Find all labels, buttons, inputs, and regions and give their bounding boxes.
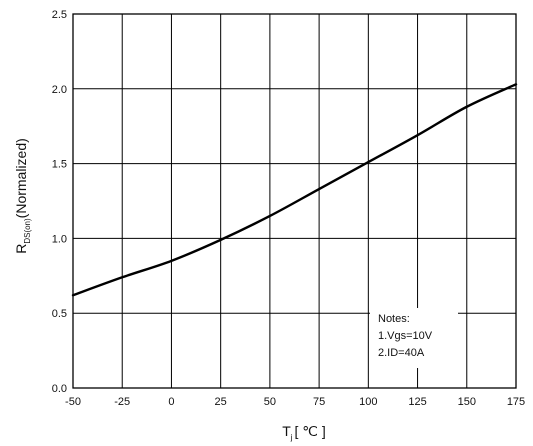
x-tick-label: -50	[65, 396, 81, 408]
note-vgs: 1.Vgs=10V	[378, 330, 433, 342]
x-tick-label: 125	[408, 396, 426, 408]
x-tick-label: 175	[507, 396, 525, 408]
plot-frame	[72, 13, 517, 389]
y-axis-label-main: R	[13, 244, 29, 254]
x-tick-label: 50	[264, 396, 276, 408]
x-axis-label-main: T	[282, 423, 291, 439]
notes-title: Notes:	[378, 313, 410, 325]
series-line	[71, 83, 518, 297]
y-tick-label: 0.0	[52, 383, 67, 395]
x-axis-label-unit: [ ℃ ]	[295, 423, 326, 439]
x-tick-label: 100	[359, 396, 377, 408]
x-tick-label: 0	[168, 396, 174, 408]
y-tick-label: 0.5	[52, 308, 67, 320]
y-axis-label-sub: DS(on)	[23, 218, 32, 244]
y-tick-label: 2.0	[52, 84, 67, 96]
y-tick-labels: 0.0 0.5 1.0 1.5 2.0 2.5	[52, 9, 67, 395]
x-tick-label: 75	[313, 396, 325, 408]
notes-box: Notes: 1.Vgs=10V 2.ID=40A	[370, 308, 458, 368]
x-tick-label: 150	[458, 396, 476, 408]
note-id: 2.ID=40A	[378, 347, 425, 359]
x-tick-label: 25	[215, 396, 227, 408]
y-axis-label-rest: (Normalized)	[13, 138, 29, 218]
y-axis-label: RDS(on)(Normalized)	[13, 138, 32, 254]
x-axis-label-sub: j	[290, 433, 293, 442]
y-tick-label: 1.0	[52, 233, 67, 245]
x-axis-label: Tj[ ℃ ]	[282, 423, 326, 442]
x-tick-labels: -50 -25 0 25 50 75 100 125 150 175	[65, 396, 525, 408]
x-tick-label: -25	[114, 396, 130, 408]
y-tick-label: 1.5	[52, 159, 67, 171]
y-tick-label: 2.5	[52, 9, 67, 21]
